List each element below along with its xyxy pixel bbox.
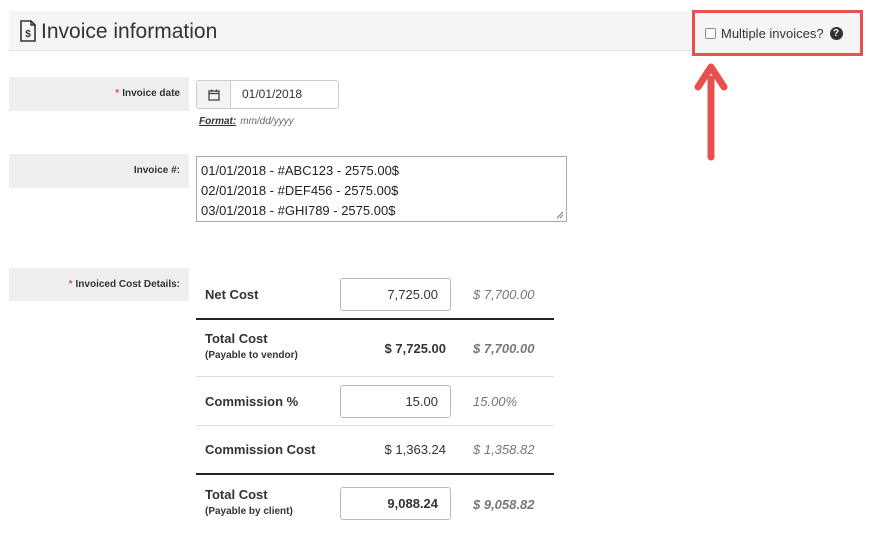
invoice-date-input[interactable]: 01/01/2018 (196, 80, 339, 109)
invoice-line: 03/01/2018 - #GHI789 - 2575.00$ (201, 203, 396, 218)
table-row: Total Cost (Payable by client) 9,088.24 … (196, 475, 554, 533)
total-cost-client-previous: $ 9,058.82 (473, 497, 535, 512)
invoice-line: 01/01/2018 - #ABC123 - 2575.00$ (201, 163, 400, 178)
invoice-document-icon: $ (20, 20, 36, 42)
resize-handle-icon[interactable] (556, 211, 564, 219)
date-format-hint: Format: mm/dd/yyyy (199, 116, 294, 127)
invoice-number-textarea[interactable]: 01/01/2018 - #ABC123 - 2575.00$ 02/01/20… (196, 156, 567, 222)
net-cost-label: Net Cost (205, 287, 259, 302)
net-cost-input[interactable]: 7,725.00 (340, 278, 451, 311)
multiple-invoices-checkbox[interactable] (705, 28, 716, 39)
invoice-number-label: Invoice #: (9, 154, 189, 188)
total-cost-client-label: Total Cost (Payable by client) (205, 487, 293, 517)
commission-cost-previous: $ 1,358.82 (473, 442, 535, 457)
commission-percent-label: Commission % (205, 394, 299, 409)
commission-percent-input[interactable]: 15.00 (340, 385, 451, 418)
calendar-icon[interactable] (197, 81, 231, 108)
table-row: Commission Cost $ 1,363.24 $ 1,358.82 (196, 426, 554, 475)
invoice-date-value[interactable]: 01/01/2018 (242, 87, 303, 101)
table-row: Total Cost (Payable to vendor) $ 7,725.0… (196, 320, 554, 377)
multiple-invoices-highlight: Multiple invoices? ? (692, 10, 863, 56)
invoice-date-label: * Invoice date (9, 77, 189, 111)
total-cost-vendor-label: Total Cost (Payable to vendor) (205, 331, 298, 361)
commission-cost-label: Commission Cost (205, 442, 316, 457)
commission-cost-value: $ 1,363.24 (384, 442, 446, 457)
total-cost-client-input[interactable]: 9,088.24 (340, 487, 451, 520)
table-row: Commission % 15.00 15.00% (196, 377, 554, 426)
table-row: Net Cost 7,725.00 $ 7,700.00 (196, 271, 554, 320)
question-circle-icon[interactable]: ? (829, 27, 843, 40)
red-arrow-annotation (694, 63, 728, 161)
commission-percent-previous: 15.00% (473, 394, 518, 409)
invoice-line: 02/01/2018 - #DEF456 - 2575.00$ (201, 183, 399, 198)
total-cost-vendor-value: $ 7,725.00 (384, 341, 446, 356)
total-cost-vendor-previous: $ 7,700.00 (473, 341, 535, 356)
multiple-invoices-label[interactable]: Multiple invoices? (721, 26, 824, 41)
svg-text:$: $ (25, 29, 31, 40)
net-cost-previous: $ 7,700.00 (473, 287, 535, 302)
page-title: Invoice information (41, 20, 218, 43)
cost-details-table: Net Cost 7,725.00 $ 7,700.00 Total Cost … (196, 271, 554, 533)
cost-details-label: * Invoiced Cost Details: (9, 268, 189, 301)
